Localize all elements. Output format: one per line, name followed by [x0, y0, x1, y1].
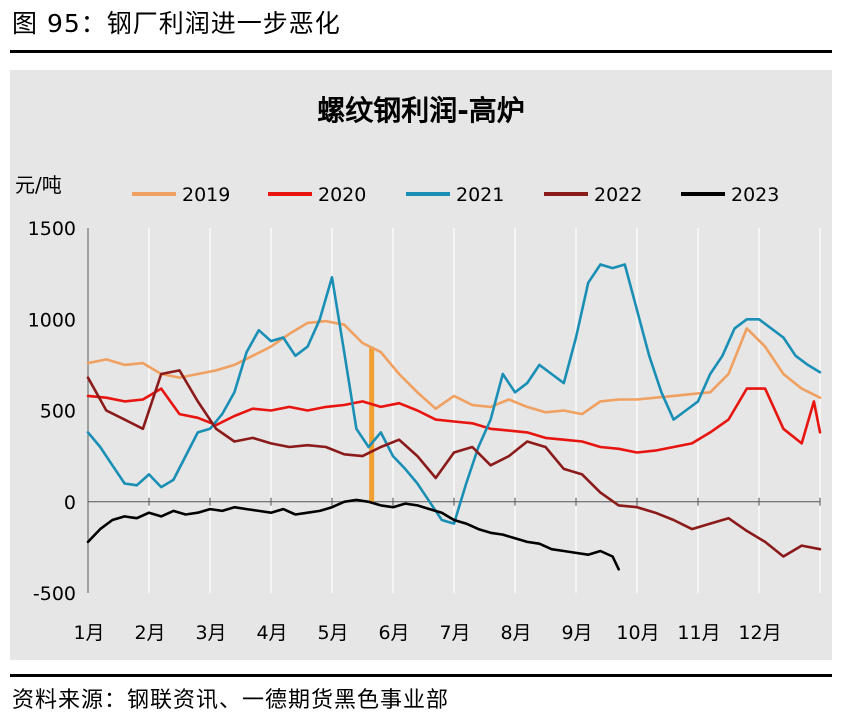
series-line-2019 [86, 319, 822, 416]
figure-caption: 图 95：钢厂利润进一步恶化 [12, 9, 341, 38]
legend-item: 2021 [406, 184, 504, 206]
x-tick-label: 2月 [134, 622, 165, 644]
y-tick-label: 0 [64, 492, 76, 514]
legend-item: 2022 [544, 184, 642, 206]
series-line-2022 [86, 369, 822, 558]
x-tick-label: 5月 [317, 622, 348, 644]
y-axis-unit-label: 元/吨 [15, 173, 62, 197]
x-tick-label: 1月 [73, 622, 104, 644]
legend-label: 2021 [456, 184, 504, 206]
x-tick-label: 8月 [500, 622, 531, 644]
x-tick-label: 9月 [561, 622, 592, 644]
y-tick-label: -500 [33, 583, 76, 605]
legend-label: 2019 [182, 184, 230, 206]
legend-label: 2020 [318, 184, 366, 206]
caption-rule [10, 50, 832, 53]
chart-gridlines [87, 228, 821, 593]
legend-item: 2019 [132, 184, 230, 206]
x-tick-label: 4月 [256, 622, 287, 644]
y-tick-label: 1500 [28, 218, 76, 240]
chart-svg: 螺纹钢利润-高炉 元/吨 2019 2020 2021 2022 2023 -500 0 5… [15, 94, 822, 644]
chart-area: 螺纹钢利润-高炉 元/吨 2019 2020 2021 2022 2023 -500 0 5… [10, 70, 832, 660]
legend-label: 2023 [731, 184, 779, 206]
x-tick-label: 11月 [677, 622, 720, 644]
figure-source: 资料来源：钢联资讯、一德期货黑色事业部 [12, 688, 450, 713]
legend-item: 2020 [268, 184, 366, 206]
x-tick-label: 10月 [616, 622, 659, 644]
x-tick-label: 12月 [738, 622, 781, 644]
y-tick-label: 1000 [28, 309, 76, 331]
chart-legend: 2019 2020 2021 2022 2023 [132, 184, 779, 206]
chart-axes [87, 228, 821, 593]
legend-label: 2022 [594, 184, 642, 206]
source-rule [10, 674, 832, 677]
x-tick-label: 6月 [378, 622, 409, 644]
x-axis-ticks: 1月 2月 3月 4月 5月 6月 7月 8月 9月 10月 11月 12月 [73, 622, 781, 644]
legend-item: 2023 [681, 184, 779, 206]
series-line-2023 [86, 498, 621, 571]
y-axis-ticks: -500 0 500 1000 1500 [28, 218, 76, 605]
series-line-2021 [86, 263, 822, 525]
chart-title: 螺纹钢利润-高炉 [317, 94, 525, 127]
chart-series [86, 263, 822, 571]
x-tick-label: 3月 [195, 622, 226, 644]
x-tick-label: 7月 [439, 622, 470, 644]
y-tick-label: 500 [40, 401, 76, 423]
